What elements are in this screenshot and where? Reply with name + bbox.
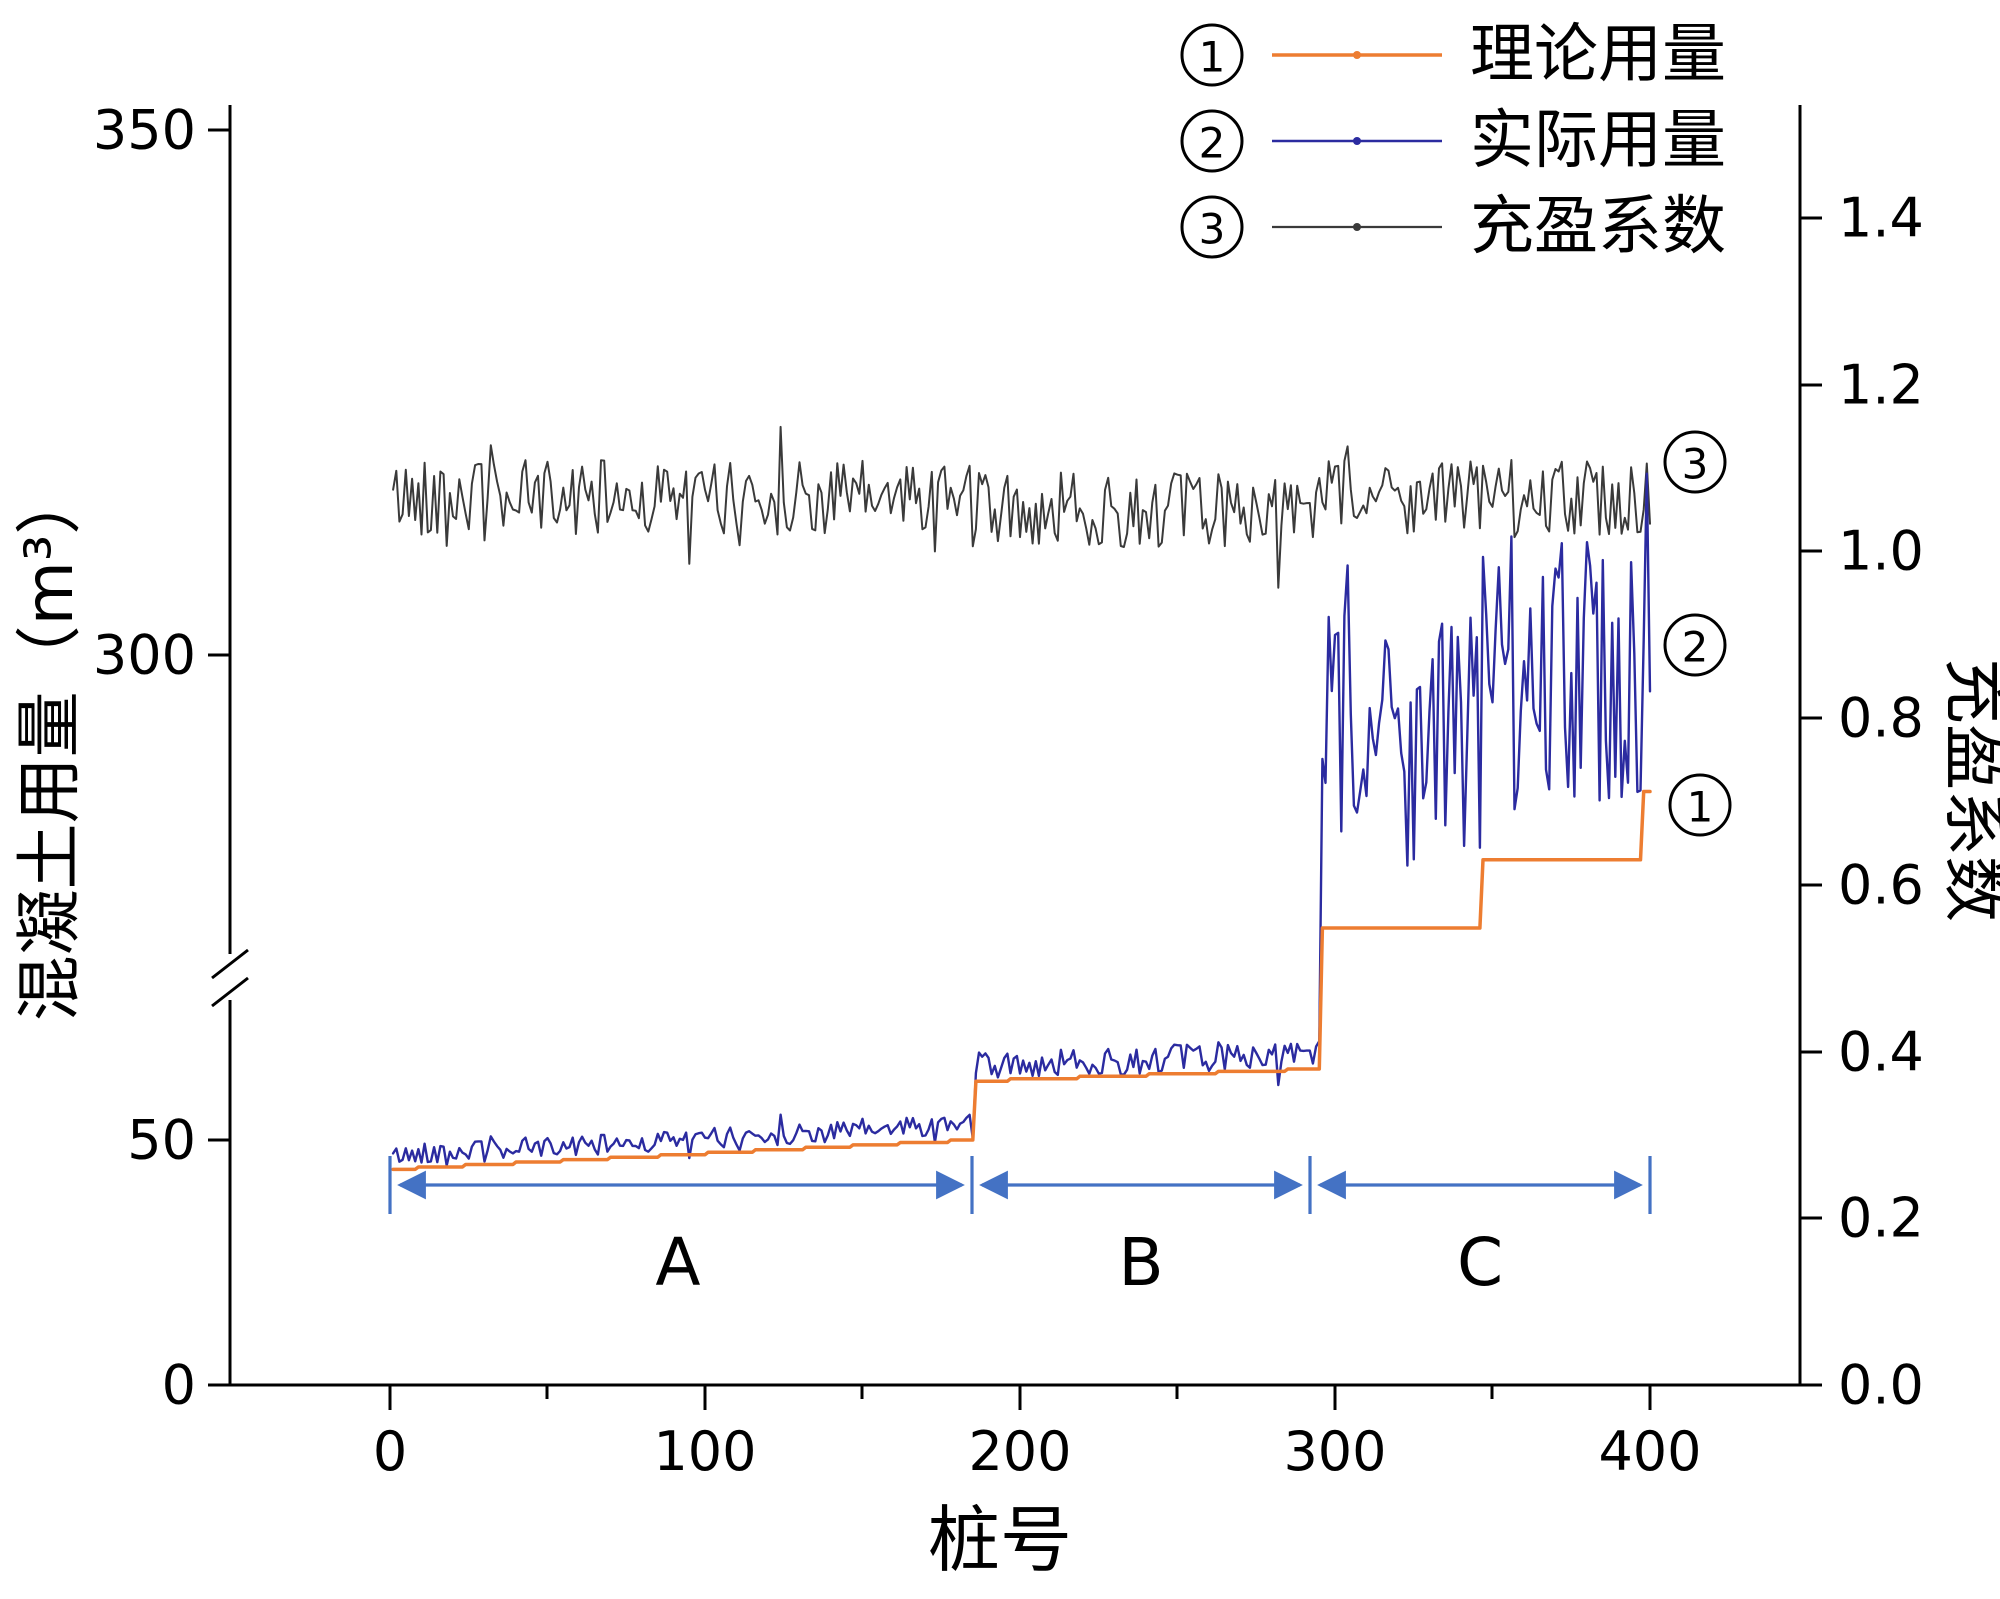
callout-digit-1: 1	[1687, 783, 1714, 832]
right-tick-label-1_2: 1.2	[1838, 354, 1924, 417]
axis-break-slash-top	[211, 948, 249, 980]
right-tick-label-1_0: 1.0	[1838, 520, 1924, 583]
legend-item-actual: 2 实际用量	[1180, 104, 1726, 178]
legend-dot-actual	[1353, 137, 1361, 145]
legend-item-theoretical: 1 理论用量	[1180, 18, 1726, 92]
right-tick-label-0_2: 0.2	[1838, 1187, 1924, 1250]
legend-label-actual: 实际用量	[1470, 104, 1726, 178]
region-label-C: C	[1457, 1224, 1503, 1301]
left-tick-label-350: 350	[93, 99, 196, 162]
right-axis-ticks: 1.4 1.2 1.0 0.8 0.6 0.4 0.2 0.0	[1800, 187, 1924, 1417]
legend-digit-1: 1	[1199, 33, 1226, 82]
legend: 1 理论用量 2 实际用量 3 充盈系数	[1180, 18, 1726, 264]
region-label-B: B	[1118, 1224, 1163, 1301]
left-tick-label-50: 50	[127, 1109, 196, 1172]
callout-digit-2: 2	[1682, 623, 1709, 672]
legend-digit-3: 3	[1199, 205, 1226, 254]
circled-2-icon	[1663, 613, 1727, 677]
axes	[211, 105, 1802, 1387]
region-label-A: A	[655, 1224, 700, 1301]
series-group	[391, 425, 1652, 1172]
y-right-axis-title: 充盈系数	[1936, 658, 2000, 922]
legend-label-theoretical: 理论用量	[1470, 18, 1726, 92]
circled-2-icon	[1180, 109, 1244, 173]
right-tick-label-0_0: 0.0	[1838, 1354, 1924, 1417]
series-theoretical-line	[391, 789, 1652, 1172]
legend-dot-coefficient	[1353, 223, 1361, 231]
legend-dot-theoretical	[1353, 51, 1361, 59]
axis-break-slash-bottom	[211, 976, 249, 1008]
x-tick-label-400: 400	[1598, 1420, 1701, 1483]
right-tick-label-0_8: 0.8	[1838, 687, 1924, 750]
left-tick-label-300: 300	[93, 624, 196, 687]
left-axis-ticks: 350 300 50 0	[93, 99, 230, 1417]
callout-actual: 2	[1663, 613, 1727, 677]
callout-digit-3: 3	[1682, 440, 1709, 489]
right-tick-label-0_6: 0.6	[1838, 854, 1924, 917]
legend-digit-2: 2	[1199, 119, 1226, 168]
circled-3-icon	[1180, 195, 1244, 259]
x-axis-ticks: 0 100 200 300 400	[373, 1385, 1702, 1483]
x-tick-label-300: 300	[1283, 1420, 1386, 1483]
y-left-axis-title: 混凝土用量（m³）	[11, 469, 88, 1022]
legend-label-coefficient: 充盈系数	[1470, 190, 1726, 264]
callout-theoretical: 1	[1668, 773, 1732, 837]
x-tick-label-0: 0	[373, 1420, 407, 1483]
legend-item-coefficient: 3 充盈系数	[1180, 190, 1726, 264]
circled-1-icon	[1668, 773, 1732, 837]
circled-1-icon	[1180, 23, 1244, 87]
series-actual-line	[391, 472, 1652, 1167]
x-tick-label-100: 100	[653, 1420, 756, 1483]
left-tick-label-0: 0	[162, 1354, 196, 1417]
callout-coefficient: 3	[1663, 430, 1727, 494]
right-tick-label-0_4: 0.4	[1838, 1021, 1924, 1084]
right-tick-label-1_4: 1.4	[1838, 187, 1924, 250]
x-tick-label-200: 200	[968, 1420, 1071, 1483]
x-axis-title: 桩号	[928, 1498, 1072, 1582]
series-coefficient-line	[392, 425, 1651, 589]
circled-3-icon	[1663, 430, 1727, 494]
region-annotations: A B C	[388, 1156, 1652, 1301]
curve-callouts: 3 2 1	[1663, 430, 1732, 837]
